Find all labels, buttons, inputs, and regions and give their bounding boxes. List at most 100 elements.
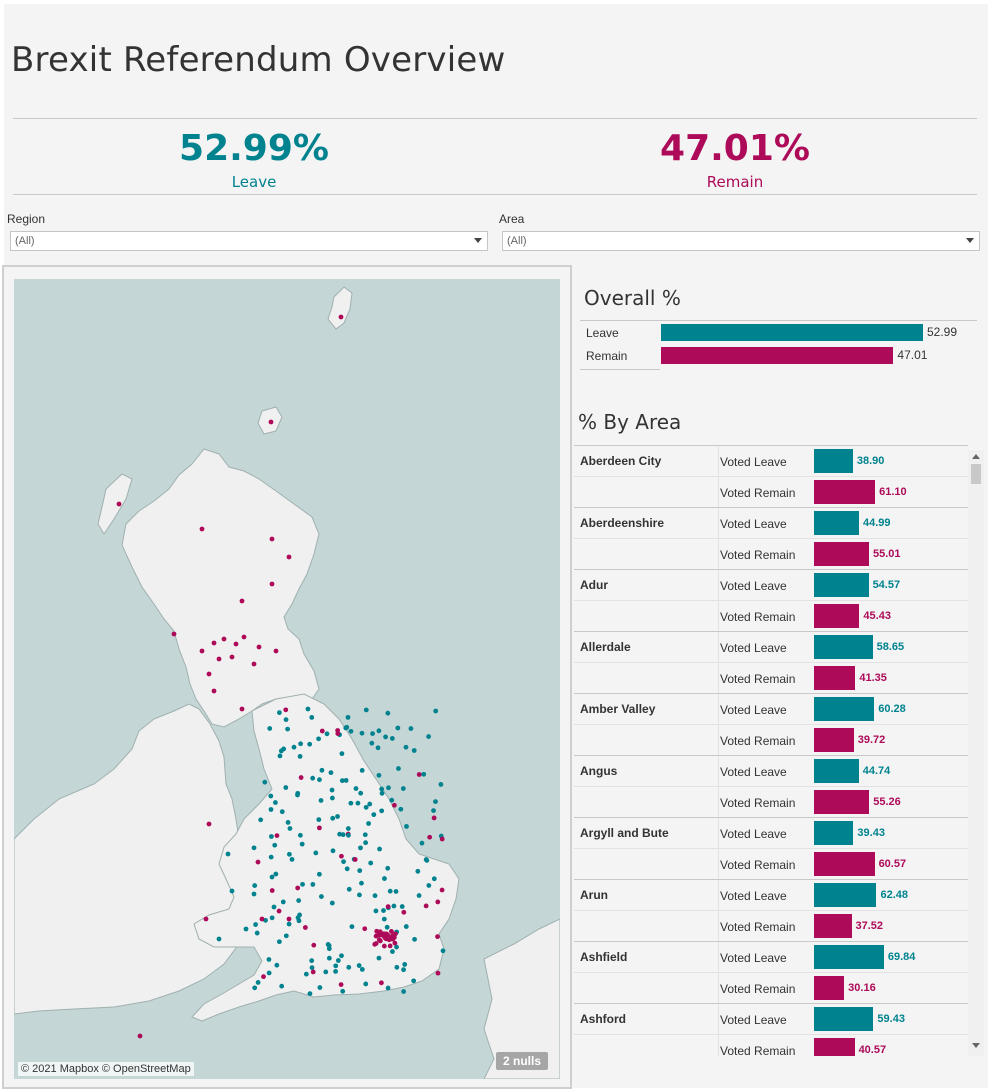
area-result-point[interactable] <box>363 707 369 713</box>
area-result-point[interactable] <box>298 775 304 780</box>
area-row[interactable]: Argyll and Bute Voted Leave 39.43 Voted Rem… <box>574 817 968 880</box>
area-result-point[interactable] <box>412 936 417 942</box>
area-result-point[interactable] <box>415 868 421 874</box>
area-result-point[interactable] <box>254 930 260 936</box>
area-result-point[interactable] <box>401 909 407 915</box>
area-result-point[interactable] <box>363 981 369 987</box>
area-result-point[interactable] <box>400 786 406 791</box>
area-result-point[interactable] <box>419 840 425 846</box>
area-result-point[interactable] <box>268 419 274 425</box>
map-panel[interactable]: © 2021 Mapbox © OpenStreetMap 2 nulls <box>2 265 572 1089</box>
area-result-point[interactable] <box>348 728 354 734</box>
by-area-list[interactable]: Aberdeen City Voted Leave 38.90 Voted Remai… <box>574 445 968 1056</box>
uk-map[interactable] <box>14 279 560 1079</box>
area-result-point[interactable] <box>199 648 205 654</box>
area-remain-row[interactable]: Voted Remain 60.57 <box>574 849 968 880</box>
area-result-point[interactable] <box>309 715 315 720</box>
area-result-point[interactable] <box>359 880 364 886</box>
area-result-point[interactable] <box>373 908 379 914</box>
area-result-point[interactable] <box>339 853 344 859</box>
overall-row-leave[interactable]: Leave 52.99 <box>580 321 977 343</box>
area-result-point[interactable] <box>287 826 293 831</box>
area-result-point[interactable] <box>387 888 393 894</box>
area-result-point[interactable] <box>283 707 289 713</box>
scroll-thumb[interactable] <box>971 464 981 484</box>
area-result-point[interactable] <box>353 786 359 791</box>
area-result-point[interactable] <box>435 970 441 976</box>
area-result-point[interactable] <box>381 916 387 922</box>
area-remain-bar[interactable] <box>814 976 845 1000</box>
area-result-point[interactable] <box>386 937 392 943</box>
area-result-point[interactable] <box>392 940 398 946</box>
area-leave-row[interactable]: Voted Leave 69.84 <box>574 942 968 973</box>
area-result-point[interactable] <box>358 790 364 796</box>
area-result-point[interactable] <box>376 772 382 778</box>
area-result-point[interactable] <box>338 314 344 320</box>
area-result-point[interactable] <box>283 717 289 723</box>
area-result-point[interactable] <box>389 797 395 803</box>
area-result-point[interactable] <box>333 968 339 974</box>
area-result-point[interactable] <box>372 941 378 947</box>
area-result-point[interactable] <box>381 908 386 913</box>
area-result-point[interactable] <box>259 916 265 922</box>
area-result-point[interactable] <box>266 957 272 962</box>
area-remain-bar[interactable] <box>814 728 854 752</box>
area-result-point[interactable] <box>435 899 441 905</box>
area-result-point[interactable] <box>300 881 305 887</box>
area-result-point[interactable] <box>271 904 277 910</box>
area-result-point[interactable] <box>274 833 280 839</box>
area-result-point[interactable] <box>310 969 316 975</box>
area-result-point[interactable] <box>277 710 282 716</box>
area-result-point[interactable] <box>277 753 283 759</box>
area-result-point[interactable] <box>310 775 316 781</box>
area-row[interactable]: Allerdale Voted Leave 58.65 Voted Remain 41.… <box>574 631 968 694</box>
area-result-point[interactable] <box>319 894 324 899</box>
area-result-point[interactable] <box>339 953 344 959</box>
area-result-point[interactable] <box>251 661 257 667</box>
area-result-point[interactable] <box>398 806 404 812</box>
area-result-point[interactable] <box>408 726 414 731</box>
area-row[interactable]: Amber Valley Voted Leave 60.28 Voted Remain… <box>574 693 968 756</box>
area-result-point[interactable] <box>386 785 391 791</box>
area-remain-bar[interactable] <box>814 666 856 690</box>
area-result-point[interactable] <box>323 969 329 975</box>
area-result-point[interactable] <box>346 886 352 892</box>
area-result-point[interactable] <box>426 734 432 739</box>
area-result-point[interactable] <box>433 799 438 805</box>
area-result-point[interactable] <box>366 821 371 826</box>
area-result-point[interactable] <box>335 958 341 963</box>
area-result-point[interactable] <box>431 815 437 821</box>
area-result-point[interactable] <box>295 792 300 798</box>
area-result-point[interactable] <box>423 903 429 909</box>
area-result-point[interactable] <box>279 983 285 989</box>
area-remain-bar[interactable] <box>814 790 870 814</box>
area-result-point[interactable] <box>276 908 282 914</box>
area-result-point[interactable] <box>335 731 341 736</box>
area-result-point[interactable] <box>251 891 257 897</box>
area-result-point[interactable] <box>349 924 355 930</box>
area-remain-row[interactable]: Voted Remain 55.01 <box>574 539 968 570</box>
area-result-point[interactable] <box>339 751 345 757</box>
area-result-point[interactable] <box>269 874 275 880</box>
area-result-point[interactable] <box>379 790 385 796</box>
area-result-point[interactable] <box>225 851 231 857</box>
area-result-point[interactable] <box>359 730 365 736</box>
area-result-point[interactable] <box>421 771 427 777</box>
map-nulls-indicator[interactable]: 2 nulls <box>496 1052 549 1070</box>
area-result-point[interactable] <box>416 893 422 898</box>
area-result-point[interactable] <box>348 800 354 806</box>
area-remain-bar[interactable] <box>814 604 860 628</box>
area-result-point[interactable] <box>309 965 315 971</box>
area-result-point[interactable] <box>379 980 384 986</box>
area-result-point[interactable] <box>273 648 279 654</box>
area-result-point[interactable] <box>316 736 321 742</box>
area-result-point[interactable] <box>269 536 275 542</box>
area-result-point[interactable] <box>256 644 262 650</box>
area-result-point[interactable] <box>258 817 264 823</box>
area-result-point[interactable] <box>239 706 245 712</box>
area-result-point[interactable] <box>298 741 304 747</box>
area-result-point[interactable] <box>340 832 346 838</box>
area-result-point[interactable] <box>243 926 249 932</box>
overall-bar-remain[interactable] <box>661 347 894 364</box>
area-result-point[interactable] <box>305 706 311 712</box>
